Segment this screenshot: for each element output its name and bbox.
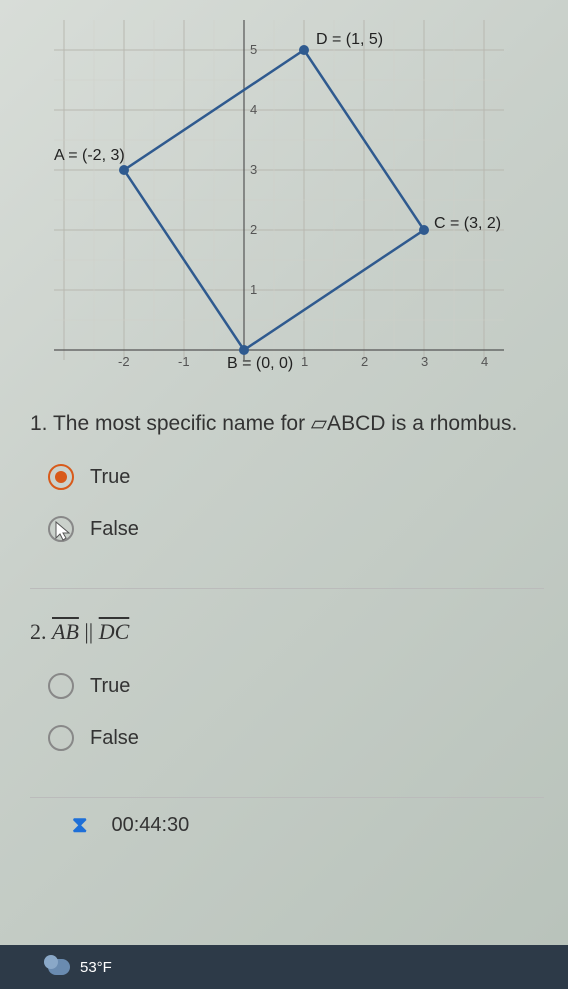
grid <box>54 20 504 360</box>
option-label: True <box>90 466 130 489</box>
timer-row: ⧗ 00:44:30 <box>30 797 544 852</box>
radio-icon <box>48 725 74 751</box>
option-label: True <box>90 675 130 698</box>
label-a: A = (-2, 3) <box>54 147 125 164</box>
x-tick-4: 4 <box>481 354 488 369</box>
graph-svg: 1 2 3 4 5 -2 -1 1 2 3 4 A = (-2, 3) B = … <box>44 10 524 390</box>
q2-option-true[interactable]: True <box>30 665 544 707</box>
weather-icon <box>48 959 70 975</box>
option-label: False <box>90 727 139 750</box>
divider <box>30 588 544 589</box>
y-tick-3: 3 <box>250 162 257 177</box>
q1-text: The most specific name for ▱ABCD is a rh… <box>53 412 517 435</box>
q1-number: 1. <box>30 412 48 435</box>
vertex-d <box>299 45 309 55</box>
q2-number: 2. <box>30 619 47 644</box>
option-label: False <box>90 518 139 541</box>
x-tick-n2: -2 <box>118 354 130 369</box>
segment-ab: AB <box>52 619 79 644</box>
q2-option-false[interactable]: False <box>30 717 544 759</box>
question-1: 1. The most specific name for ▱ABCD is a… <box>30 410 544 550</box>
taskbar-temp: 53°F <box>80 959 112 976</box>
vertex-b <box>239 345 249 355</box>
label-c: C = (3, 2) <box>434 215 501 232</box>
y-tick-5: 5 <box>250 42 257 57</box>
radio-icon <box>48 673 74 699</box>
parallel-symbol: || <box>79 619 99 644</box>
label-b: B = (0, 0) <box>227 355 293 372</box>
x-tick-2: 2 <box>361 354 368 369</box>
radio-icon <box>48 464 74 490</box>
taskbar[interactable]: 53°F <box>0 945 568 989</box>
x-tick-3: 3 <box>421 354 428 369</box>
y-tick-1: 1 <box>250 282 257 297</box>
label-d: D = (1, 5) <box>316 31 383 48</box>
y-tick-2: 2 <box>250 222 257 237</box>
q1-option-false[interactable]: False <box>30 508 544 550</box>
cursor-icon <box>52 520 80 548</box>
x-tick-n1: -1 <box>178 354 190 369</box>
questions-panel: 1. The most specific name for ▱ABCD is a… <box>0 380 568 852</box>
y-tick-4: 4 <box>250 102 257 117</box>
question-2: 2. AB || DC True False <box>30 617 544 759</box>
x-tick-1: 1 <box>301 354 308 369</box>
q1-option-true[interactable]: True <box>30 456 544 498</box>
q1-prompt: 1. The most specific name for ▱ABCD is a… <box>30 410 544 438</box>
coordinate-graph: 1 2 3 4 5 -2 -1 1 2 3 4 A = (-2, 3) B = … <box>44 0 524 380</box>
segment-dc: DC <box>99 619 130 644</box>
vertex-c <box>419 225 429 235</box>
vertex-a <box>119 165 129 175</box>
timer-value: 00:44:30 <box>111 814 189 837</box>
hourglass-icon: ⧗ <box>72 812 87 838</box>
radio-icon <box>48 516 74 542</box>
q2-prompt: 2. AB || DC <box>30 617 544 647</box>
